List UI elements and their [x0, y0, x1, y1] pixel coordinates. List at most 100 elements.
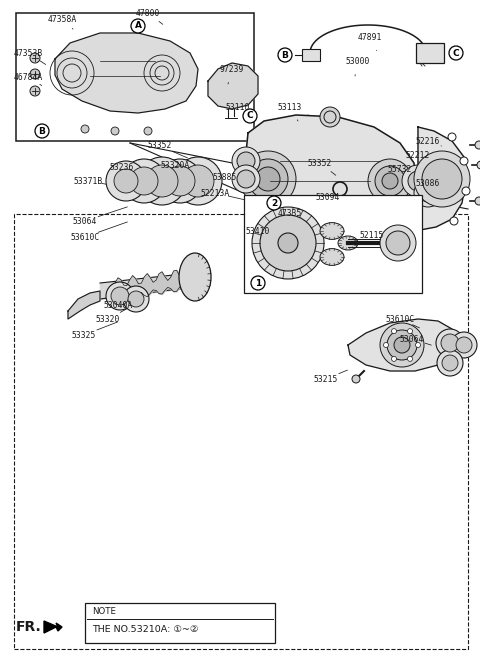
Text: B: B	[282, 50, 288, 60]
Circle shape	[158, 159, 202, 203]
Circle shape	[30, 69, 40, 79]
Text: 52213A: 52213A	[200, 189, 229, 197]
Text: 53064: 53064	[73, 217, 97, 225]
Circle shape	[122, 159, 166, 203]
Circle shape	[138, 157, 186, 205]
Text: 47891: 47891	[358, 34, 382, 42]
Circle shape	[375, 166, 405, 196]
Circle shape	[392, 356, 396, 362]
Text: 46784A: 46784A	[13, 72, 43, 81]
Bar	[416, 43, 444, 63]
Text: 1: 1	[255, 278, 261, 287]
Bar	[302, 49, 320, 61]
Polygon shape	[55, 33, 198, 113]
Circle shape	[386, 231, 410, 255]
Text: C: C	[453, 48, 459, 58]
Polygon shape	[208, 63, 258, 109]
Circle shape	[416, 342, 420, 348]
Circle shape	[30, 86, 40, 96]
Circle shape	[419, 184, 437, 202]
Circle shape	[252, 207, 324, 279]
Text: 55732: 55732	[388, 164, 412, 174]
Circle shape	[81, 125, 89, 133]
Circle shape	[320, 107, 340, 127]
Circle shape	[320, 203, 332, 215]
Circle shape	[240, 151, 296, 207]
Circle shape	[114, 169, 138, 193]
Circle shape	[322, 205, 330, 213]
Circle shape	[449, 46, 463, 60]
Circle shape	[408, 356, 412, 362]
Circle shape	[368, 159, 412, 203]
Text: 97239: 97239	[220, 64, 244, 74]
Text: 2: 2	[271, 199, 277, 207]
Polygon shape	[68, 291, 100, 319]
Bar	[14, 214, 468, 649]
Text: 53040A: 53040A	[103, 301, 132, 309]
Circle shape	[475, 197, 480, 205]
Text: 53352: 53352	[308, 158, 332, 168]
Circle shape	[475, 141, 480, 149]
Circle shape	[130, 167, 158, 195]
Circle shape	[182, 165, 214, 197]
Circle shape	[232, 147, 260, 175]
Polygon shape	[418, 127, 466, 230]
Bar	[85, 603, 275, 643]
Circle shape	[441, 334, 459, 352]
Circle shape	[256, 167, 280, 191]
Circle shape	[128, 291, 144, 307]
Circle shape	[35, 124, 49, 138]
Text: 47335: 47335	[278, 209, 302, 217]
Circle shape	[380, 323, 424, 367]
Text: B: B	[38, 127, 46, 136]
Circle shape	[106, 282, 134, 310]
Text: C: C	[247, 111, 253, 121]
Circle shape	[437, 350, 463, 376]
Text: 53410: 53410	[246, 227, 270, 236]
Text: A: A	[134, 21, 142, 30]
Circle shape	[448, 133, 456, 141]
Ellipse shape	[320, 223, 344, 240]
Text: 47353B: 47353B	[13, 48, 43, 58]
Circle shape	[394, 337, 410, 353]
Ellipse shape	[338, 236, 358, 250]
Polygon shape	[348, 319, 456, 371]
Circle shape	[165, 166, 195, 196]
Text: 53215: 53215	[314, 374, 338, 384]
Text: 53325: 53325	[72, 331, 96, 340]
Circle shape	[278, 233, 298, 253]
Circle shape	[414, 151, 470, 207]
Text: 52212: 52212	[406, 150, 430, 160]
Circle shape	[324, 111, 336, 123]
Circle shape	[408, 171, 428, 191]
Text: 53610C: 53610C	[385, 315, 415, 323]
Circle shape	[408, 329, 412, 333]
Circle shape	[477, 161, 480, 169]
Text: 47358A: 47358A	[48, 15, 77, 23]
Circle shape	[237, 170, 255, 188]
Ellipse shape	[320, 248, 344, 266]
Circle shape	[392, 329, 396, 333]
Circle shape	[30, 53, 40, 63]
Circle shape	[451, 332, 477, 358]
Text: 53371B: 53371B	[73, 176, 103, 185]
Circle shape	[232, 165, 260, 193]
Circle shape	[402, 165, 434, 197]
Text: 53094: 53094	[316, 193, 340, 201]
Circle shape	[382, 173, 398, 189]
Text: 53113: 53113	[278, 103, 302, 113]
Circle shape	[111, 127, 119, 135]
Text: 53320: 53320	[96, 315, 120, 323]
Text: 52216: 52216	[416, 136, 440, 146]
Circle shape	[436, 329, 464, 357]
Circle shape	[106, 161, 146, 201]
Circle shape	[111, 287, 129, 305]
Text: 53086: 53086	[416, 178, 440, 187]
Circle shape	[352, 375, 360, 383]
Polygon shape	[44, 621, 62, 633]
Circle shape	[251, 276, 265, 290]
Circle shape	[278, 48, 292, 62]
Text: 47800: 47800	[136, 9, 160, 17]
Ellipse shape	[179, 253, 211, 301]
Text: 53885: 53885	[213, 172, 237, 181]
